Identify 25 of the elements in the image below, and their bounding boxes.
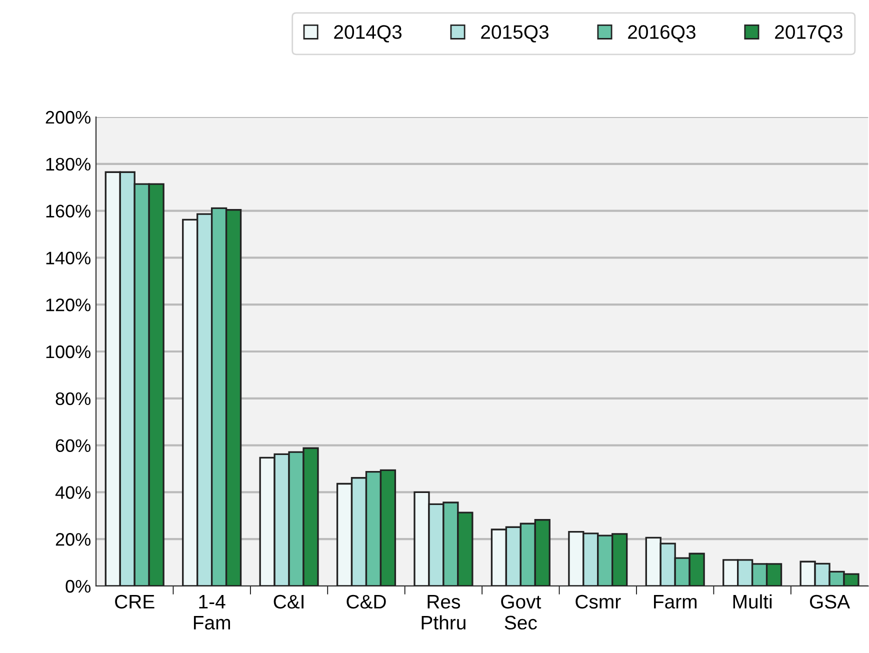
legend-label: 2014Q3 [334, 25, 402, 42]
y-tick-label: 120% [46, 298, 90, 312]
y-tick-label: 100% [46, 345, 90, 358]
x-tick-label: 1-4 Fam [194, 595, 230, 630]
x-tick-label: Csmr [576, 594, 621, 609]
y-tick-label: 160% [46, 204, 90, 218]
x-tick-label: C&I [274, 594, 304, 609]
x-tick-label: Res Pthru [422, 595, 466, 630]
x-tick-label: C&D [346, 594, 386, 609]
y-tick-label: 200% [46, 110, 90, 124]
x-tick-label: Govt Sec [501, 594, 542, 630]
x-tick-label: Multi [733, 594, 772, 609]
x-tick-label: GSA [810, 594, 850, 609]
x-tick-label: Farm [654, 595, 696, 609]
legend-label: 2017Q3 [775, 25, 842, 42]
y-tick-label: 140% [46, 252, 90, 264]
x-tick-label: CRE [115, 594, 154, 609]
y-tick-label: 40% [55, 486, 90, 499]
y-tick-label: 0% [66, 580, 90, 593]
y-tick-label: 20% [56, 533, 90, 546]
legend-label: 2015Q3 [481, 25, 548, 42]
y-tick-label: 80% [56, 392, 90, 406]
legend-label: 2016Q3 [628, 25, 696, 42]
y-tick-label: 180% [46, 158, 90, 171]
y-tick-label: 60% [56, 439, 90, 452]
